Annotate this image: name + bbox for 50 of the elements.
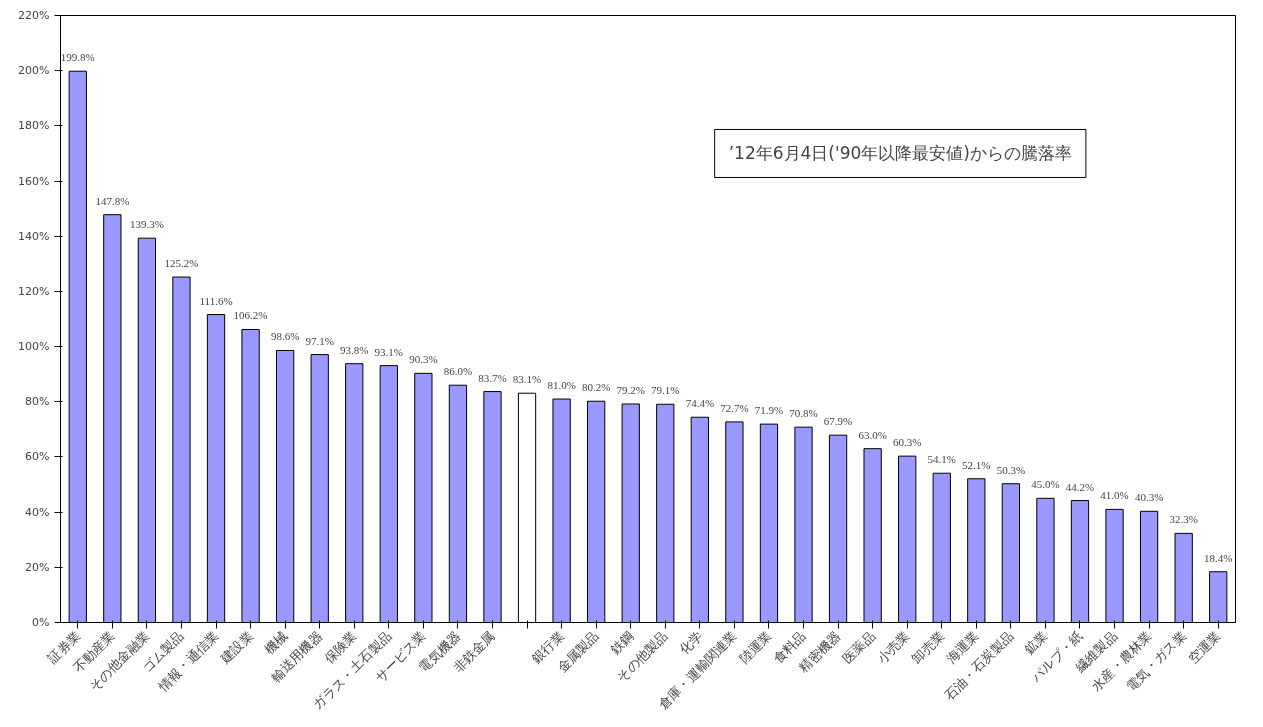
- data-label: 41.0%: [1100, 489, 1129, 502]
- data-label: 80.2%: [581, 381, 611, 394]
- y-tick-label: 120%: [18, 284, 50, 298]
- y-tick-label: 160%: [18, 174, 50, 188]
- data-label: 81.0%: [547, 379, 576, 392]
- data-label: 54.1%: [927, 453, 956, 466]
- data-label: 98.6%: [270, 330, 300, 343]
- data-label: 74.4%: [685, 397, 715, 410]
- y-tick-label: 20%: [25, 560, 50, 574]
- data-label: 32.3%: [1169, 513, 1198, 526]
- data-label: 90.3%: [409, 353, 438, 366]
- data-label: 67.9%: [823, 415, 853, 428]
- y-tick-label: 40%: [25, 505, 50, 519]
- data-label: 18.4%: [1204, 551, 1233, 564]
- data-label: 72.7%: [720, 401, 749, 414]
- data-label: 79.2%: [616, 383, 645, 396]
- annotation: ’12年6月4日('90年以降最安値)からの騰落率: [728, 143, 1072, 164]
- data-label: 71.9%: [754, 404, 784, 417]
- data-label: 83.7%: [478, 371, 507, 384]
- data-label: 93.1%: [374, 345, 404, 358]
- y-tick-label: 220%: [18, 9, 50, 22]
- data-label: 111.6%: [199, 294, 233, 307]
- data-label: 70.8%: [789, 407, 818, 420]
- y-tick-label: 0%: [32, 616, 50, 629]
- y-tick-label: 180%: [18, 119, 50, 133]
- y-tick-label: 140%: [18, 229, 50, 243]
- y-tick-label: 80%: [25, 395, 50, 409]
- data-label: 97.1%: [305, 334, 334, 347]
- x-tick-label: 鉄鋼: [607, 628, 637, 658]
- data-label: 52.1%: [962, 458, 991, 471]
- data-label: 50.3%: [996, 463, 1026, 476]
- y-tick-label: 100%: [18, 340, 50, 354]
- data-label: 63.0%: [858, 428, 887, 441]
- data-label: 199.8%: [60, 51, 95, 64]
- y-tick-label: 60%: [25, 450, 50, 464]
- data-label: 139.3%: [129, 218, 164, 231]
- data-label: 40.3%: [1134, 491, 1164, 504]
- y-tick-label: 200%: [18, 64, 50, 78]
- x-tick-label: 鉱業: [1021, 628, 1051, 658]
- data-label: 79.1%: [651, 384, 680, 397]
- data-label: 93.8%: [340, 343, 369, 356]
- data-label: 83.1%: [512, 373, 542, 386]
- data-label: 60.3%: [892, 436, 922, 449]
- data-label: 125.2%: [164, 257, 199, 270]
- data-label: 106.2%: [233, 309, 268, 322]
- data-label: 86.0%: [443, 365, 473, 378]
- data-label: 44.2%: [1065, 480, 1095, 493]
- data-label: 147.8%: [95, 194, 130, 207]
- x-tick-label: 陸運業: [736, 628, 775, 667]
- data-label: 45.0%: [1031, 478, 1060, 491]
